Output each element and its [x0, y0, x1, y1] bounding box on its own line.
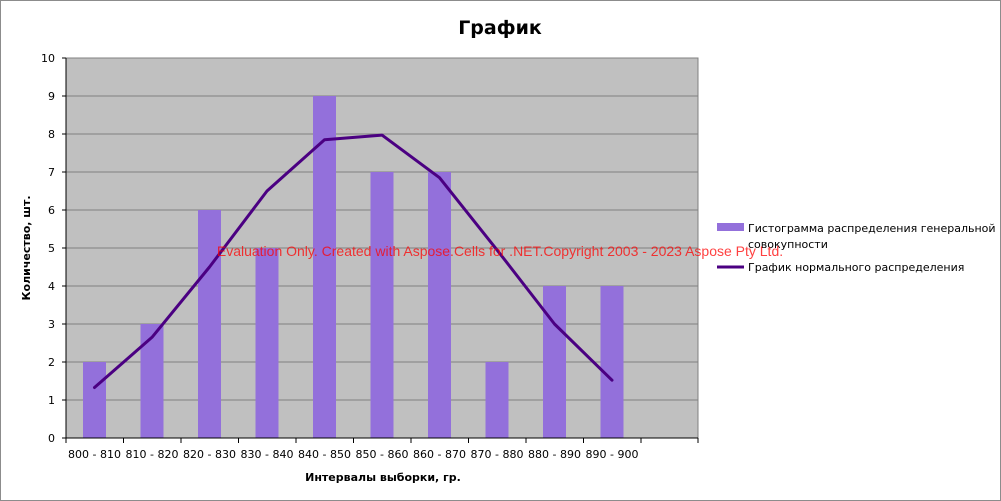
x-axis-label: Интервалы выборки, гр. — [305, 471, 461, 484]
histogram-bar — [370, 172, 394, 438]
legend-label-normal-line: График нормального распределения — [748, 261, 964, 274]
histogram-bar — [140, 324, 164, 438]
legend-label-histogram-line2: совокупности — [748, 238, 828, 251]
x-tick-label: 830 - 840 — [241, 448, 294, 461]
y-tick-label: 3 — [48, 318, 55, 331]
x-tick-label: 800 - 810 — [68, 448, 121, 461]
normal-distribution-line — [93, 133, 614, 389]
watermark-text: Evaluation Only. Created with Aspose.Cel… — [217, 243, 783, 259]
y-tick-label: 5 — [48, 242, 55, 255]
y-tick-label: 8 — [48, 128, 55, 141]
y-tick-label: 1 — [48, 394, 55, 407]
histogram-bar — [313, 96, 336, 438]
y-tick-label: 2 — [48, 356, 55, 369]
y-axis-label: Количество, шт. — [20, 196, 33, 301]
y-tick-label: 10 — [41, 52, 55, 65]
x-tick-label: 860 - 870 — [413, 448, 466, 461]
x-tick-label: 880 - 890 — [528, 448, 581, 461]
histogram-bar — [485, 362, 509, 438]
y-tick-label: 7 — [48, 166, 55, 179]
chart-title: График — [458, 17, 542, 39]
histogram-bar — [198, 210, 221, 438]
x-tick-label: 820 - 830 — [183, 448, 236, 461]
y-tick-label: 6 — [48, 204, 55, 217]
x-tick-label: 810 - 820 — [126, 448, 179, 461]
histogram-bars — [83, 96, 624, 438]
x-tick-label: 870 - 880 — [471, 448, 524, 461]
histogram-bar — [600, 286, 624, 438]
y-tick-labels: 0 1 2 3 4 5 6 7 8 9 10 — [41, 52, 55, 445]
histogram-bar — [428, 172, 451, 438]
legend-label-histogram-line1: Гистограмма распределения генеральной — [748, 222, 996, 235]
x-tick-labels: 800 - 810 810 - 820 820 - 830 830 - 840 840 … — [68, 448, 638, 461]
x-tick-label: 840 - 850 — [298, 448, 351, 461]
histogram-bar — [83, 362, 106, 438]
legend-swatch-histogram — [717, 223, 744, 231]
legend: Гистограмма распределения генеральной со… — [717, 222, 996, 274]
histogram-bar — [543, 286, 566, 438]
axes — [62, 57, 699, 443]
x-tick-label: 890 - 900 — [586, 448, 639, 461]
x-tick-label: 850 - 860 — [356, 448, 409, 461]
y-tick-label: 4 — [48, 280, 55, 293]
y-tick-label: 9 — [48, 90, 55, 103]
y-tick-label: 0 — [48, 432, 55, 445]
histogram-bar — [255, 248, 279, 438]
